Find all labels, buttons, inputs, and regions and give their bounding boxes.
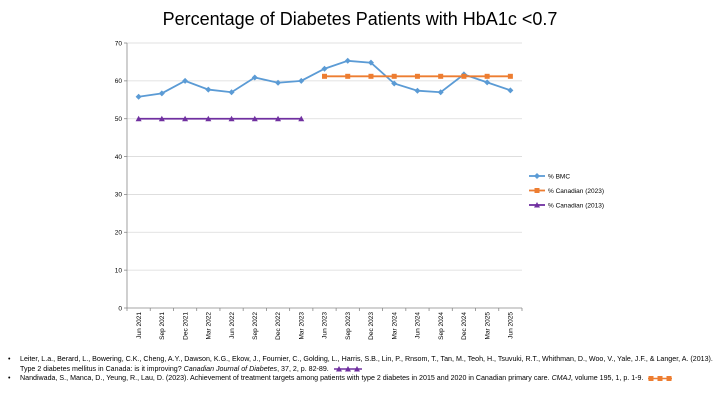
series-1	[322, 73, 513, 79]
legend-entry: % BMC	[529, 173, 570, 180]
data-point	[484, 79, 491, 86]
data-point	[391, 80, 398, 87]
legend-label: % BMC	[548, 173, 570, 180]
data-point	[322, 73, 327, 79]
x-tick-labels: Jun 2021 Sep 2021 Dec 2021 Mar 2022 Jun 2022…	[136, 312, 515, 340]
data-point	[135, 115, 142, 122]
data-point	[461, 73, 467, 79]
y-tick-label: 60	[115, 78, 123, 85]
legend-entry: % Canadian (2013)	[529, 202, 604, 209]
line-chart: 0 10 20 30 40 50 60 70 Jun 2021 Sep 2021 Dec 2021…	[115, 40, 604, 340]
legend-marker	[534, 173, 540, 179]
square-marker-icon	[648, 375, 673, 381]
legend-entry: % Canadian (2023)	[529, 188, 604, 195]
data-point	[391, 73, 397, 79]
legend-label: % Canadian (2013)	[548, 202, 604, 209]
data-point	[158, 90, 165, 97]
x-tick-label: Sep 2023	[345, 312, 352, 340]
chart-title: Percentage of Diabetes Patients with HbA…	[162, 9, 558, 29]
x-tick-label: Jun 2023	[322, 312, 329, 339]
legend-marker	[534, 188, 540, 193]
series-layer	[135, 57, 514, 122]
data-point	[438, 73, 444, 79]
x-tick-label: Dec 2023	[368, 312, 375, 340]
reference-tail: , volume 195, 1, p. 1-9.	[570, 374, 644, 383]
data-point	[182, 115, 189, 122]
x-tick-label: Dec 2022	[275, 312, 282, 340]
data-point	[437, 89, 444, 96]
data-point	[251, 74, 258, 81]
x-tick-label: Mar 2025	[484, 312, 491, 340]
data-point	[298, 77, 305, 84]
y-tick-label: 70	[115, 40, 123, 47]
data-point	[321, 65, 328, 72]
data-point	[205, 115, 212, 122]
y-tick-label: 50	[115, 116, 123, 123]
reference-text: Nandiwada, S., Manca, D., Yeung, R., Lau…	[20, 374, 552, 383]
reference-journal: CMAJ	[551, 374, 571, 383]
data-point	[298, 115, 305, 122]
data-point	[345, 73, 351, 79]
reference-tail: , 37, 2, p. 82-89.	[277, 364, 329, 373]
data-point	[251, 115, 258, 122]
legend: % BMC % Canadian (2023) % Canadian (2013)	[529, 173, 604, 209]
data-point	[135, 93, 142, 100]
legend-label: % Canadian (2023)	[548, 188, 604, 195]
y-tick-label: 30	[115, 192, 123, 199]
data-point	[507, 73, 513, 79]
x-tick-label: Dec 2021	[182, 312, 189, 340]
reference-item: Nandiwada, S., Manca, D., Yeung, R., Lau…	[8, 374, 714, 384]
x-tick-label: Dec 2024	[461, 312, 468, 340]
data-point	[368, 73, 374, 79]
x-tick-label: Mar 2023	[298, 312, 305, 340]
data-point	[228, 89, 235, 96]
data-point	[414, 73, 420, 79]
y-tick-label: 20	[115, 230, 123, 237]
x-tick-label: Mar 2022	[206, 312, 213, 340]
legend-marker	[534, 202, 540, 208]
x-tick-label: Sep 2024	[438, 312, 445, 340]
series-0	[135, 57, 514, 100]
x-tick-label: Jun 2021	[136, 312, 143, 339]
triangle-marker-icon	[333, 366, 362, 372]
y-tick-label: 40	[115, 154, 123, 161]
references-list: Leiter, L.a., Berard, L., Bowering, C.K.…	[8, 355, 714, 384]
data-point	[414, 87, 421, 94]
reference-text: Leiter, L.a., Berard, L., Bowering, C.K.…	[20, 355, 713, 373]
data-point	[275, 79, 282, 86]
axes	[124, 42, 523, 311]
y-tick-labels: 0 10 20 30 40 50 60 70	[115, 40, 123, 312]
x-tick-label: Jun 2024	[415, 312, 422, 339]
x-tick-label: Mar 2024	[391, 312, 398, 340]
data-point	[205, 86, 212, 93]
y-tick-label: 0	[118, 305, 122, 312]
y-tick-label: 10	[115, 267, 123, 274]
series-2	[135, 115, 305, 122]
gridlines	[127, 42, 522, 271]
x-tick-label: Jun 2025	[508, 312, 515, 339]
reference-item: Leiter, L.a., Berard, L., Bowering, C.K.…	[8, 355, 714, 374]
data-point	[228, 115, 235, 122]
data-point	[344, 57, 351, 64]
data-point	[484, 73, 490, 79]
x-tick-label: Sep 2022	[252, 312, 259, 340]
x-tick-label: Sep 2021	[159, 312, 166, 340]
data-point	[182, 77, 189, 84]
data-point	[158, 115, 165, 122]
reference-journal: Canadian Journal of Diabetes	[183, 364, 278, 373]
data-point	[507, 87, 514, 94]
data-point	[367, 59, 374, 66]
x-tick-label: Jun 2022	[229, 312, 236, 339]
data-point	[275, 115, 282, 122]
